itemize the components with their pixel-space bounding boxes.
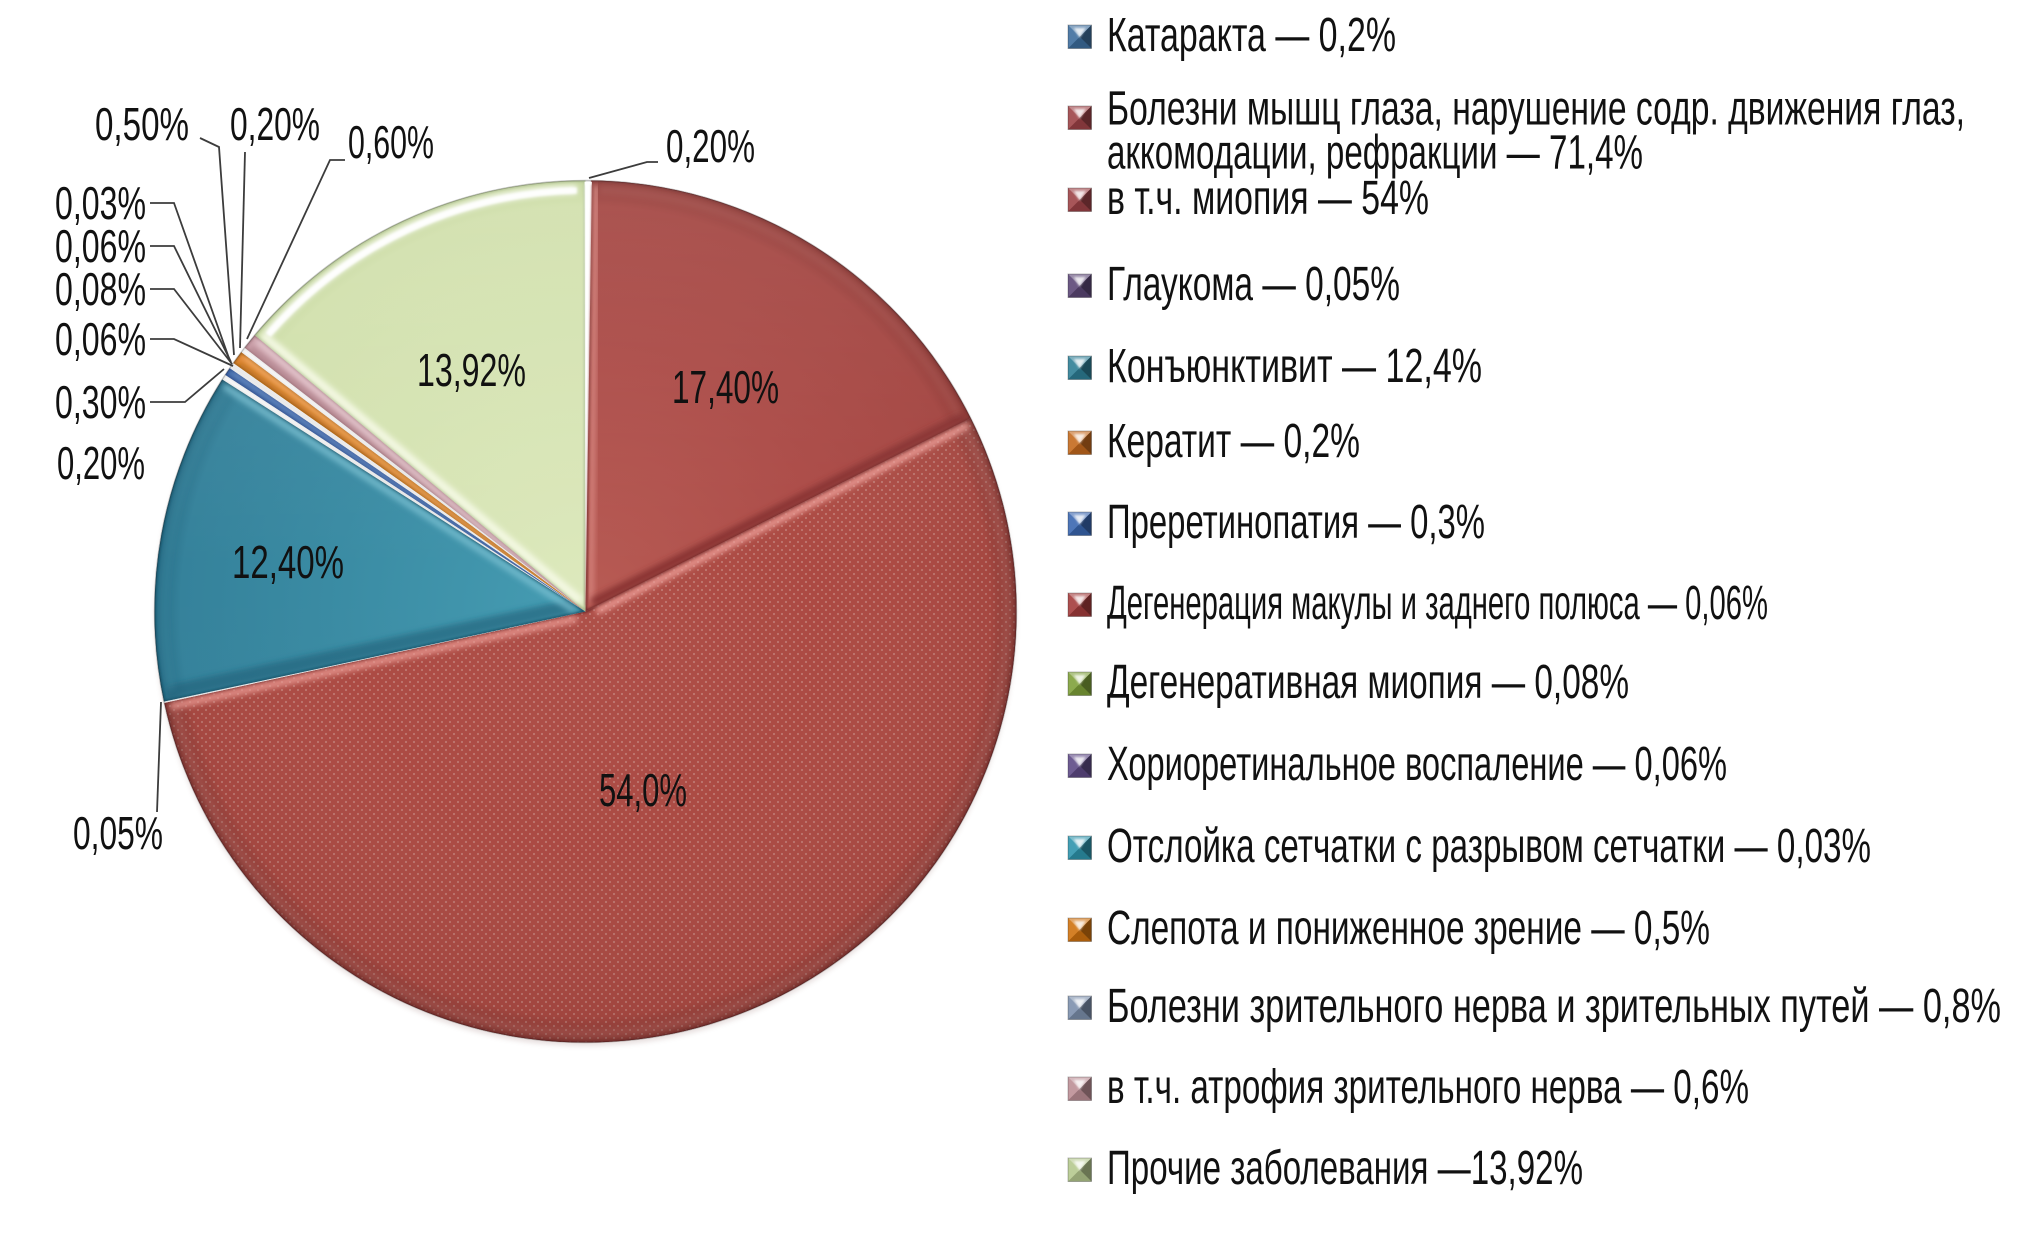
svg-text:0,60%: 0,60% (348, 116, 434, 168)
svg-text:Кератит — 0,2%: Кератит — 0,2% (1107, 415, 1360, 468)
svg-text:аккомодации, рефракции — 71,4%: аккомодации, рефракции — 71,4% (1107, 127, 1643, 180)
svg-text:0,05%: 0,05% (73, 807, 163, 859)
svg-text:12,40%: 12,40% (232, 536, 344, 588)
svg-text:0,30%: 0,30% (55, 376, 146, 428)
svg-text:0,20%: 0,20% (230, 98, 320, 150)
svg-text:Отслойка сетчатки с разрывом с: Отслойка сетчатки с разрывом сетчатки — … (1107, 820, 1871, 873)
svg-text:Хориоретинальное воспаление —: Хориоретинальное воспаление — 0,06% (1107, 738, 1727, 791)
svg-text:0,20%: 0,20% (57, 437, 145, 489)
svg-text:Прочие заболевания —13,92%: Прочие заболевания —13,92% (1107, 1142, 1583, 1195)
svg-text:0,06%: 0,06% (55, 220, 146, 272)
svg-text:Конъюнктивит — 12,4%: Конъюнктивит — 12,4% (1107, 340, 1482, 393)
svg-text:Болезни мышц глаза, нарушение: Болезни мышц глаза, нарушение содр. движ… (1107, 83, 1965, 136)
svg-text:Слепота и пониженное зрение —: Слепота и пониженное зрение — 0,5% (1107, 902, 1710, 955)
svg-text:Дегенеративная миопия — 0,08%: Дегенеративная миопия — 0,08% (1107, 656, 1629, 709)
svg-text:в т.ч. атрофия зрительного нер: в т.ч. атрофия зрительного нерва — 0,6% (1107, 1061, 1749, 1114)
svg-text:Глаукома — 0,05%: Глаукома — 0,05% (1107, 258, 1400, 311)
svg-text:17,40%: 17,40% (672, 361, 779, 413)
svg-text:0,03%: 0,03% (55, 177, 146, 229)
svg-text:0,06%: 0,06% (55, 313, 146, 365)
svg-text:0,20%: 0,20% (666, 120, 755, 172)
svg-text:13,92%: 13,92% (417, 344, 526, 396)
svg-text:Преретинопатия — 0,3%: Преретинопатия — 0,3% (1107, 496, 1485, 549)
svg-text:в т.ч. миопия — 54%: в т.ч. миопия — 54% (1107, 172, 1429, 225)
svg-text:Болезни зрительного нерва и зр: Болезни зрительного нерва и зрительных п… (1107, 980, 2001, 1033)
svg-text:Дегенерация макулы и заднего п: Дегенерация макулы и заднего полюса — 0,… (1107, 577, 1768, 630)
svg-text:0,50%: 0,50% (95, 98, 189, 150)
svg-text:0,08%: 0,08% (55, 263, 146, 315)
svg-text:Катаракта — 0,2%: Катаракта — 0,2% (1107, 9, 1396, 62)
svg-text:54,0%: 54,0% (599, 764, 687, 816)
